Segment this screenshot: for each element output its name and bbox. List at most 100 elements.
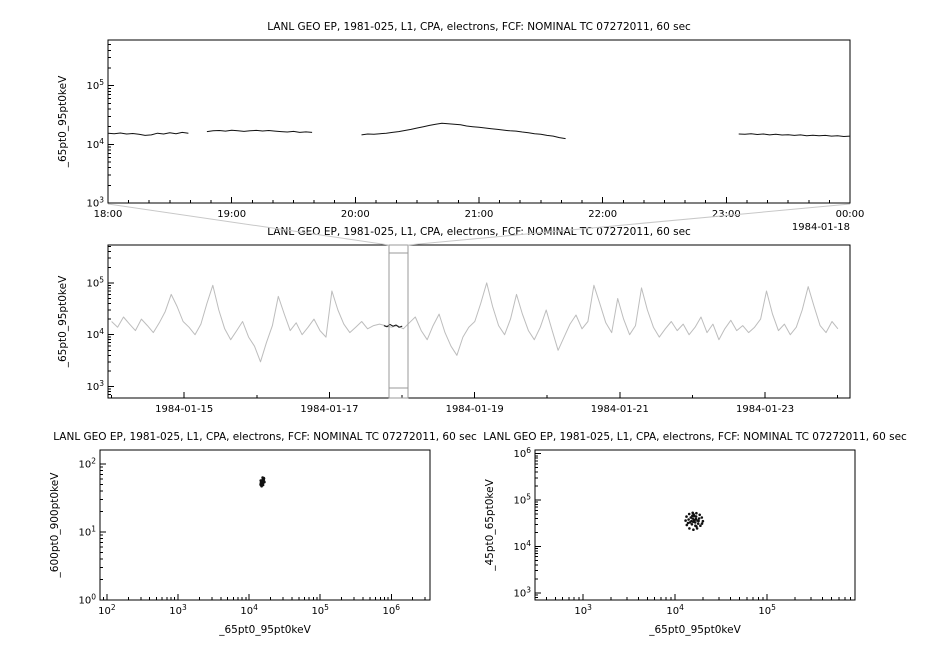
tick-label: 106 xyxy=(383,603,401,617)
tick-label: 105 xyxy=(86,78,104,92)
scatter-point xyxy=(686,521,690,525)
tick-label: 105 xyxy=(86,275,104,289)
tick-label: 00:00 xyxy=(836,209,865,220)
tick-label: 20:00 xyxy=(341,209,370,220)
scatter-point xyxy=(261,476,264,479)
tick-label: 21:00 xyxy=(465,209,494,220)
scatter-point xyxy=(696,522,700,525)
tick-label: 19:00 xyxy=(217,209,246,220)
scatter-point xyxy=(684,519,687,522)
scatter-point xyxy=(687,512,691,516)
scatter-point xyxy=(685,515,688,518)
x-axis-label: _65pt0_95pt0keV xyxy=(218,624,311,636)
series-45-65keV-vs-65-95keV xyxy=(684,511,705,531)
tick-label: 104 xyxy=(513,539,531,553)
scatter-point xyxy=(701,519,705,523)
tick-label: 102 xyxy=(98,603,116,617)
scatter-right-plot-area[interactable] xyxy=(535,450,855,600)
panel-title: LANL GEO EP, 1981-025, L1, CPA, electron… xyxy=(267,21,691,33)
tick-label: 104 xyxy=(86,137,104,151)
scatter-point xyxy=(694,515,698,518)
x-axis: 103 104 105 xyxy=(545,594,851,617)
scatter-point xyxy=(691,520,695,524)
y-axis-label: _600pt0_900pt0keV xyxy=(49,472,61,579)
context-selection-box[interactable] xyxy=(388,244,409,399)
scatter-point xyxy=(263,480,266,484)
tick-label: 23:00 xyxy=(712,209,741,220)
scatter-point xyxy=(695,527,699,530)
series-_65pt0_95pt0keV xyxy=(108,122,850,140)
tick-label: 22:00 xyxy=(588,209,617,220)
scatter-point xyxy=(697,517,701,520)
tick-label: 1984-01-19 xyxy=(446,404,504,415)
scatter-point xyxy=(700,522,704,525)
scatter-point xyxy=(695,511,698,515)
scatter-point xyxy=(691,514,694,517)
scatter-point xyxy=(692,528,695,531)
panel-timeseries-top: LANL GEO EP, 1981-025, L1, CPA, electron… xyxy=(57,21,864,233)
scatter-point xyxy=(261,483,265,487)
tick-label: 103 xyxy=(169,603,187,617)
scatter-point xyxy=(687,518,690,521)
y-axis-label: _45pt0_65pt0keV xyxy=(484,478,496,571)
scatter-point xyxy=(685,523,689,527)
panel-context-overview: LANL GEO EP, 1981-025, L1, CPA, electron… xyxy=(57,226,851,415)
scatter-point xyxy=(698,513,701,517)
scatter-point xyxy=(259,479,263,482)
context-overview-plot-area[interactable] xyxy=(108,245,850,398)
series-_65pt0_95pt0keV-context xyxy=(111,282,839,363)
series-layer xyxy=(108,122,850,140)
series-layer xyxy=(111,282,839,363)
scatter-point xyxy=(688,521,692,524)
scatter-point xyxy=(695,525,698,528)
scatter-point xyxy=(699,524,702,527)
scatter-left-plot-area[interactable] xyxy=(100,450,430,600)
scatter-point xyxy=(689,516,693,519)
tick-label: 102 xyxy=(78,456,96,470)
plot-frame xyxy=(99,449,431,601)
tick-label: 105 xyxy=(758,603,776,617)
tick-label: 103 xyxy=(86,379,104,393)
tick-label: 103 xyxy=(574,603,592,617)
scatter-point xyxy=(700,516,704,519)
tick-label: 105 xyxy=(311,603,329,617)
x-axis: 102 103 104 105 106 xyxy=(98,594,426,617)
tick-label: 104 xyxy=(240,603,258,617)
tick-label: 105 xyxy=(513,493,531,507)
tick-label: 103 xyxy=(86,196,104,210)
panel-scatter-right: LANL GEO EP, 1981-025, L1, CPA, electron… xyxy=(483,431,907,636)
tick-label: 1984-01-17 xyxy=(300,404,358,415)
scatter-point xyxy=(690,523,694,526)
plot-frame xyxy=(534,449,856,601)
x-axis-label: _65pt0_95pt0keV xyxy=(648,624,741,636)
scatter-point xyxy=(693,521,697,524)
series-context-highlight xyxy=(383,323,403,328)
y-axis-label: _65pt0_95pt0keV xyxy=(57,275,69,368)
timeseries-top-plot-area[interactable] xyxy=(108,40,850,203)
x-axis: 18:00 19:00 20:00 21:00 22:00 23:00 00:00 1984-… xyxy=(94,197,865,233)
tick-label: 1984-01-21 xyxy=(591,404,649,415)
x-axis: 1984-01-15 1984-01-17 1984-01-19 1984-01-21… xyxy=(111,392,839,415)
scatter-point xyxy=(697,519,700,523)
x-axis-annotation: 1984-01-18 xyxy=(792,222,850,233)
scatter-point xyxy=(693,518,697,522)
panel-title: LANL GEO EP, 1981-025, L1, CPA, electron… xyxy=(53,431,477,443)
tick-label: 101 xyxy=(78,524,96,538)
y-axis: 103 104 105 106 xyxy=(513,446,541,599)
tick-label: 100 xyxy=(78,593,96,607)
scatter-point xyxy=(688,527,691,530)
tick-label: 106 xyxy=(513,446,531,460)
series-layer xyxy=(684,511,705,531)
panel-title: LANL GEO EP, 1981-025, L1, CPA, electron… xyxy=(483,431,907,443)
tick-label: 1984-01-23 xyxy=(736,404,794,415)
panel-scatter-left: LANL GEO EP, 1981-025, L1, CPA, electron… xyxy=(49,431,477,636)
tick-label: 1984-01-15 xyxy=(155,404,213,415)
tick-label: 104 xyxy=(86,327,104,341)
plot-frame xyxy=(107,244,851,399)
zoom-connectors xyxy=(107,203,851,246)
series-600-900keV-vs-65-95keV xyxy=(259,476,266,488)
tick-label: 104 xyxy=(666,603,684,617)
series-layer xyxy=(259,476,266,488)
